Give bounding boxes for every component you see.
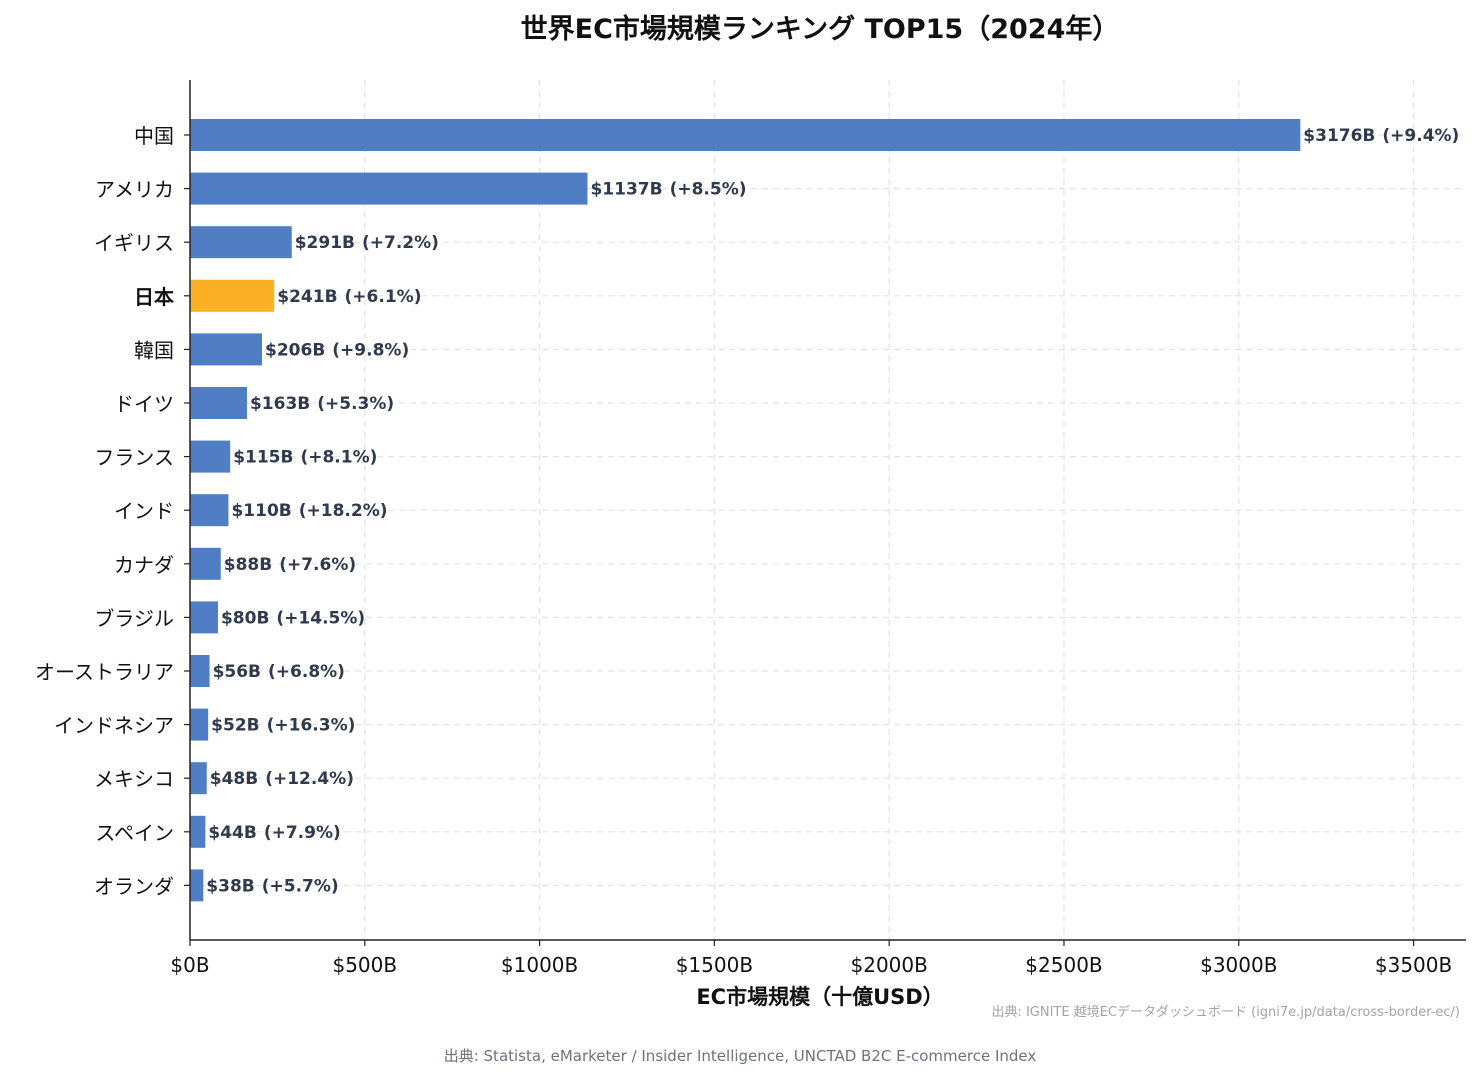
category-label: ブラジル xyxy=(94,606,174,630)
growth-label: (+5.3%) xyxy=(317,394,394,414)
growth-label: (+18.2%) xyxy=(299,501,388,521)
growth-label: (+8.1%) xyxy=(300,448,377,468)
value-label: $291B xyxy=(295,233,355,253)
growth-label: (+7.2%) xyxy=(362,233,439,253)
category-label: 韓国 xyxy=(134,338,174,362)
x-tick-label: $1500B xyxy=(676,953,753,977)
bar xyxy=(190,494,229,527)
growth-label: (+6.1%) xyxy=(345,287,422,307)
x-tick-label: $1000B xyxy=(501,953,578,977)
category-label: メキシコ xyxy=(94,767,174,791)
bar xyxy=(190,547,221,580)
growth-label: (+8.5%) xyxy=(670,180,747,200)
grid-lines xyxy=(190,80,1466,940)
bar xyxy=(190,333,263,366)
data-label: $88B (+7.6%) xyxy=(224,555,356,575)
growth-label: (+9.4%) xyxy=(1382,126,1459,146)
growth-label: (+6.8%) xyxy=(268,662,345,682)
watermark: 出典: IGNITE 越境ECデータダッシュボード (igni7e.jp/dat… xyxy=(991,1004,1460,1020)
bar xyxy=(190,708,209,741)
bars xyxy=(190,119,1301,902)
growth-label: (+9.8%) xyxy=(332,340,409,360)
value-label: $163B xyxy=(250,394,310,414)
value-labels: $3176B (+9.4%)$1137B (+8.5%)$291B (+7.2%)$2… xyxy=(206,126,1459,896)
growth-label: (+14.5%) xyxy=(276,608,365,628)
data-label: $52B (+16.3%) xyxy=(211,716,355,736)
data-label: $48B (+12.4%) xyxy=(210,769,354,789)
value-label: $56B xyxy=(213,662,261,682)
category-label: カナダ xyxy=(114,553,174,577)
value-label: $3176B xyxy=(1303,126,1375,146)
x-tick-label: $0B xyxy=(170,953,209,977)
data-label: $291B (+7.2%) xyxy=(295,233,439,253)
category-label: 日本 xyxy=(134,285,174,309)
bar xyxy=(190,440,231,473)
value-label: $241B xyxy=(277,287,337,307)
growth-label: (+5.7%) xyxy=(262,876,339,896)
data-label: $241B (+6.1%) xyxy=(277,287,421,307)
source-note: 出典: Statista, eMarketer / Insider Intell… xyxy=(444,1047,1037,1065)
data-label: $44B (+7.9%) xyxy=(208,823,340,843)
bar xyxy=(190,601,218,634)
x-axis-label: EC市場規模（十億USD） xyxy=(696,985,943,1009)
bar xyxy=(190,279,275,312)
value-label: $48B xyxy=(210,769,258,789)
data-label: $80B (+14.5%) xyxy=(221,608,365,628)
bar xyxy=(190,815,206,848)
data-label: $38B (+5.7%) xyxy=(206,876,338,896)
category-label: スペイン xyxy=(95,821,174,845)
category-label: ドイツ xyxy=(114,392,174,416)
value-label: $44B xyxy=(208,823,256,843)
x-tick-label: $2000B xyxy=(851,953,928,977)
growth-label: (+12.4%) xyxy=(265,769,354,789)
data-label: $56B (+6.8%) xyxy=(213,662,345,682)
data-label: $110B (+18.2%) xyxy=(231,501,387,521)
value-label: $1137B xyxy=(590,180,662,200)
category-label: オーストラリア xyxy=(35,660,174,684)
bar xyxy=(190,869,204,902)
data-label: $163B (+5.3%) xyxy=(250,394,394,414)
category-label: イギリス xyxy=(94,231,174,255)
growth-label: (+7.9%) xyxy=(264,823,341,843)
x-ticks: $0B $500B $1000B $1500B $2000B $2500B $3000B $3… xyxy=(170,134,1452,977)
data-label: $1137B (+8.5%) xyxy=(590,180,746,200)
x-tick-label: $2500B xyxy=(1025,953,1102,977)
value-label: $110B xyxy=(231,501,291,521)
bar xyxy=(190,762,207,795)
bar xyxy=(190,119,1301,151)
growth-label: (+7.6%) xyxy=(279,555,356,575)
chart-title: 世界EC市場規模ランキング TOP15（2024年） xyxy=(521,13,1120,45)
value-label: $52B xyxy=(211,716,259,736)
data-label: $115B (+8.1%) xyxy=(233,448,377,468)
data-label: $3176B (+9.4%) xyxy=(1303,126,1459,146)
category-label: 中国 xyxy=(134,124,174,148)
data-label: $206B (+9.8%) xyxy=(265,340,409,360)
growth-label: (+16.3%) xyxy=(267,716,356,736)
category-label: フランス xyxy=(94,446,174,470)
bar xyxy=(190,172,588,205)
category-label: オランダ xyxy=(94,874,174,898)
x-tick-label: $3000B xyxy=(1200,953,1277,977)
bar xyxy=(190,655,210,687)
x-tick-label: $3500B xyxy=(1375,953,1452,977)
value-label: $206B xyxy=(265,340,325,360)
category-label: インド xyxy=(114,499,174,523)
value-label: $115B xyxy=(233,448,293,468)
bar xyxy=(190,387,247,419)
category-labels: 中国アメリカイギリス日本韓国ドイツフランスインドカナダブラジルオーストラリアイン… xyxy=(35,124,174,898)
value-label: $80B xyxy=(221,608,269,628)
value-label: $38B xyxy=(206,876,254,896)
x-tick-label: $500B xyxy=(332,953,397,977)
category-label: インドネシア xyxy=(54,714,174,738)
bar xyxy=(190,226,292,259)
category-label: アメリカ xyxy=(95,178,174,202)
value-label: $88B xyxy=(224,555,272,575)
